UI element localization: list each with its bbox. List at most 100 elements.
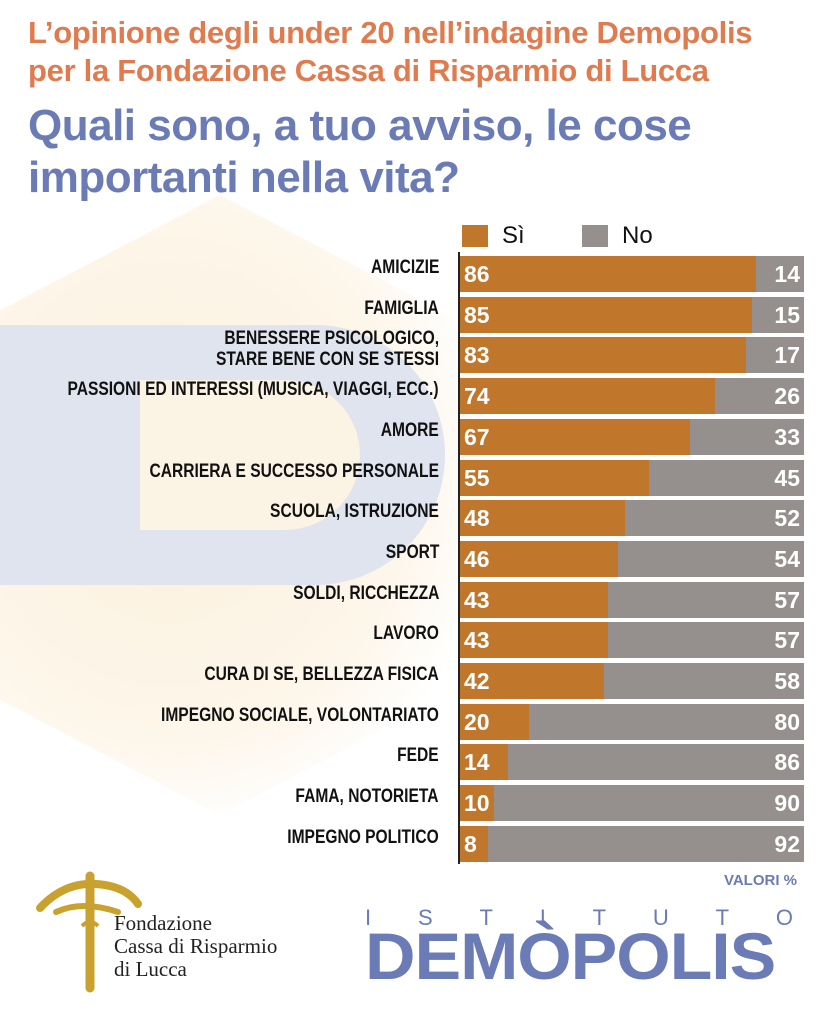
- data-label-si: 14: [464, 749, 490, 776]
- data-label-no: 54: [774, 545, 800, 572]
- chart-axis-line: [458, 252, 460, 864]
- bar-si: [460, 459, 649, 496]
- data-label-si: 42: [464, 668, 490, 694]
- legend-item-no: No: [582, 222, 653, 250]
- bar-si: [460, 418, 690, 455]
- category-label: LAVORO: [374, 623, 439, 644]
- data-label-si: 74: [464, 383, 490, 410]
- data-label-no: 58: [774, 668, 800, 694]
- legend-swatch-si: [462, 225, 488, 247]
- category-label: SOLDI, RICCHEZZA: [293, 583, 439, 604]
- category-label: CURA DI SE, BELLEZZA FISICA: [205, 664, 439, 685]
- category-label: SPORT: [385, 542, 439, 563]
- chart-question-line1: Quali sono, a tuo avviso, le cose: [28, 101, 692, 150]
- bar-si: [460, 581, 608, 618]
- bar-no: [752, 296, 804, 333]
- data-label-no: 92: [774, 830, 800, 857]
- bar-no: [604, 663, 804, 699]
- data-label-no: 52: [774, 505, 800, 532]
- category-label: FAMIGLIA: [365, 298, 439, 319]
- data-label-no: 57: [774, 627, 800, 654]
- category-label-line: CARRIERA E SUCCESSO PERSONALE: [149, 460, 439, 482]
- bar-no: [608, 581, 804, 618]
- data-label-no: 15: [774, 301, 800, 328]
- survey-kicker: L’opinione degli under 20 nell’indagine …: [28, 14, 808, 90]
- bar-no: [618, 540, 804, 577]
- category-label-line: CURA DI SE, BELLEZZA FISICA: [204, 664, 439, 685]
- data-label-si: 67: [464, 423, 490, 450]
- data-label-no: 45: [774, 464, 800, 491]
- bar-si: [460, 540, 618, 577]
- category-label: IMPEGNO SOCIALE, VOLONTARIATO: [161, 705, 439, 726]
- category-label: AMICIZIE: [371, 257, 439, 278]
- bar-si: [460, 296, 752, 333]
- data-label-no: 86: [774, 749, 800, 776]
- istituto-letter: O: [775, 905, 795, 930]
- bar-si: [460, 785, 494, 822]
- bar-no: [715, 378, 804, 415]
- fondazione-cross-logo: [36, 871, 142, 993]
- data-label-no: 14: [774, 261, 800, 287]
- bar-no: [529, 703, 804, 740]
- bar-no: [625, 500, 804, 537]
- bar-si: [460, 622, 608, 659]
- category-label-line: IMPEGNO SOCIALE, VOLONTARIATO: [161, 704, 439, 726]
- unit-note: VALORI %: [723, 872, 797, 889]
- data-label-si: 83: [464, 342, 490, 369]
- survey-kicker-line1: L’opinione degli under 20 nell’indagine …: [28, 15, 753, 50]
- bar-no: [494, 785, 804, 822]
- category-label-line: IMPEGNO POLITICO: [287, 826, 439, 848]
- istituto-letter: S: [417, 905, 435, 930]
- category-label-line: PASSIONI ED INTERESSI (MUSICA, VIAGGI, E…: [67, 379, 439, 401]
- bar-no: [488, 825, 804, 862]
- legend-item-si: Sì: [462, 222, 525, 250]
- istituto-letter: T: [715, 905, 732, 930]
- data-label-si: 43: [464, 586, 490, 613]
- data-label-si: 20: [464, 708, 490, 735]
- category-label-line: AMORE: [380, 419, 439, 441]
- data-label-si: 55: [464, 464, 490, 491]
- bar-si: [460, 663, 604, 699]
- bar-si: [460, 378, 715, 415]
- category-label-line: FAMIGLIA: [364, 297, 439, 319]
- category-label: BENESSERE PSICOLOGICO, STARE BENE CON SE …: [216, 328, 439, 370]
- category-label: CARRIERA E SUCCESSO PERSONALE: [150, 461, 439, 482]
- category-label: FAMA, NOTORIETA: [296, 786, 439, 807]
- data-label-si: 85: [464, 301, 490, 328]
- bar-no: [746, 337, 804, 374]
- istituto-letter: T: [479, 905, 495, 930]
- bar-no: [756, 256, 804, 292]
- bar-si: [460, 703, 529, 740]
- bar-si: [460, 500, 625, 537]
- fondazione-line3: di Lucca: [114, 957, 187, 981]
- istituto-wordmark: I S T I T U T O: [365, 905, 795, 931]
- istituto-letter: I: [365, 905, 374, 930]
- data-label-si: 10: [464, 790, 490, 817]
- bar-si: [460, 825, 488, 862]
- data-label-si: 43: [464, 627, 490, 654]
- bar-no: [649, 459, 804, 496]
- bar-si: [460, 256, 756, 292]
- legend-label-si: Sì: [502, 222, 525, 249]
- fondazione-line2: Cassa di Risparmio: [114, 934, 278, 958]
- category-label: PASSIONI ED INTERESSI (MUSICA, VIAGGI, E…: [68, 379, 439, 400]
- background-letter-d-counter: [140, 380, 360, 530]
- bar-no: [508, 744, 804, 781]
- bar-no: [608, 622, 804, 659]
- data-label-si: 48: [464, 505, 490, 532]
- bar-no: [690, 418, 804, 455]
- fondazione-name: Fondazione Cassa di Risparmio di Lucca: [114, 912, 277, 981]
- data-label-si: 86: [464, 261, 490, 287]
- demopolis-wordmark: DEMÒPOLIS: [365, 919, 776, 993]
- category-label-line: SOLDI, RICCHEZZA: [292, 582, 439, 604]
- data-label-no: 26: [774, 383, 800, 410]
- category-label-line: FAMA, NOTORIETA: [295, 786, 439, 808]
- data-label-no: 33: [774, 423, 800, 450]
- category-label-line: SCUOLA, ISTRUZIONE: [270, 501, 439, 523]
- category-label: IMPEGNO POLITICO: [288, 827, 439, 848]
- survey-kicker-line2: per la Fondazione Cassa di Risparmio di …: [28, 53, 709, 88]
- fondazione-line1: Fondazione: [114, 911, 212, 935]
- category-label: AMORE: [381, 420, 439, 441]
- legend-label-no: No: [622, 222, 653, 249]
- category-label: FEDE: [397, 745, 439, 766]
